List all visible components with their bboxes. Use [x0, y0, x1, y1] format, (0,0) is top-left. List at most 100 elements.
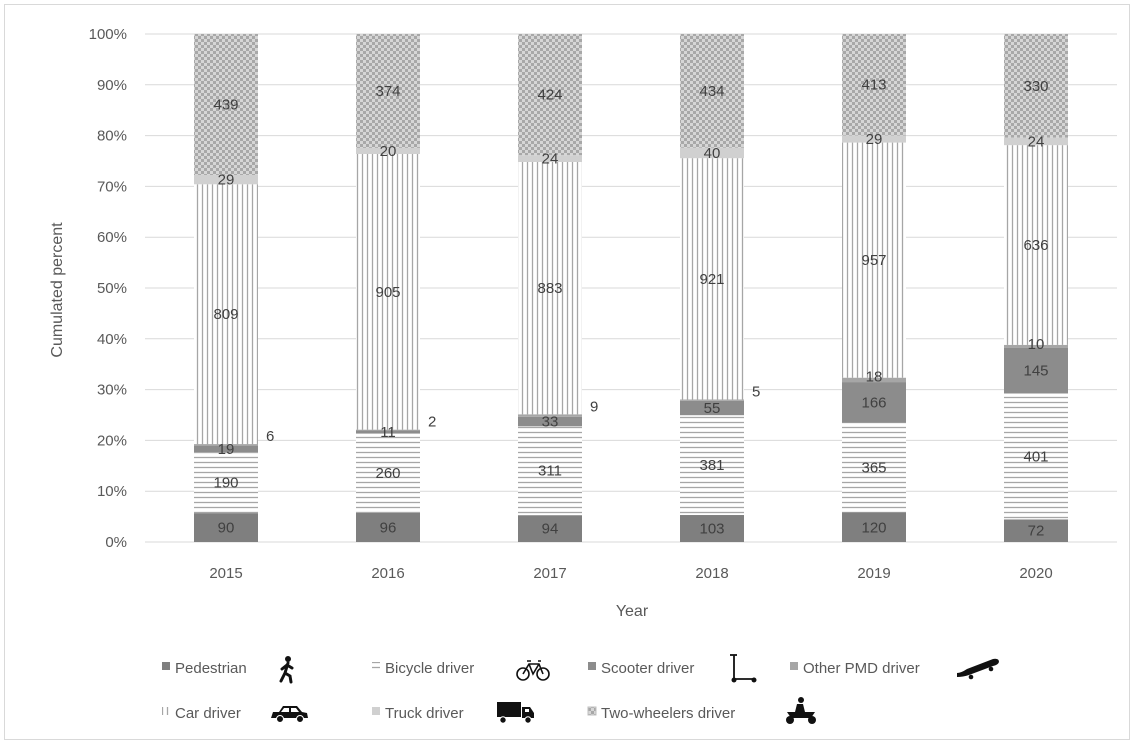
data-label: 33 [542, 414, 559, 431]
data-label: 11 [380, 424, 396, 441]
data-label: 921 [699, 271, 724, 288]
bar-segment-pedestrian [194, 513, 258, 542]
bars [194, 34, 1068, 542]
bar-segment-truck-driver [842, 135, 906, 143]
data-label: 29 [218, 172, 235, 189]
y-axis-ticks: 0% 10% 20% 30% 40% 50% 60% 70% 80% 90% 100% [89, 26, 127, 551]
data-label: 20 [380, 143, 397, 160]
data-label: 636 [1023, 237, 1048, 254]
data-label: 311 [538, 463, 562, 480]
y-tick-label: 40% [97, 331, 127, 348]
legend-swatch [790, 662, 798, 670]
x-tick-label: 2016 [371, 565, 404, 582]
bar-segment-two-wheelers-driver [518, 34, 582, 156]
y-tick-label: 100% [89, 26, 127, 43]
bar-segment-two-wheelers-driver [194, 34, 258, 175]
data-label: 24 [542, 151, 559, 168]
legend-label: Car driver [175, 705, 241, 722]
x-tick-label: 2015 [209, 565, 242, 582]
bar-segment-truck-driver [194, 174, 258, 185]
data-label: 401 [1023, 448, 1048, 465]
bicycle-icon [516, 660, 550, 681]
data-label: 2 [428, 414, 436, 431]
bar-segment-truck-driver [518, 155, 582, 162]
data-label: 809 [213, 306, 238, 323]
y-tick-label: 80% [97, 128, 127, 145]
bar-segment-car-driver [842, 142, 906, 378]
bar-segment-two-wheelers-driver [1004, 34, 1068, 138]
y-axis-title: Cumulated percent [49, 222, 66, 358]
data-label: 190 [213, 475, 238, 492]
bar-segment-pedestrian [680, 515, 744, 542]
data-label: 374 [375, 83, 400, 100]
bar-segment-other-pmd-driver [518, 414, 582, 417]
data-label: 381 [699, 457, 724, 474]
x-tick-label: 2019 [857, 565, 890, 582]
bar-segment-pedestrian [842, 512, 906, 542]
bar-segment-truck-driver [680, 147, 744, 159]
legend-label: Bicycle driver [385, 660, 474, 677]
bar-segment-car-driver [680, 158, 744, 400]
bar-segment-two-wheelers-driver [680, 34, 744, 148]
bar-segment-pedestrian [518, 515, 582, 542]
data-label: 19 [218, 441, 235, 458]
data-label: 90 [218, 520, 235, 537]
chart-frame [4, 4, 1130, 740]
bar-segment-truck-driver [356, 147, 420, 154]
skateboard-icon [957, 658, 999, 680]
data-labels: 90 190 19 6 809 29 439 96 260 11 2 905 20 374 94 311 33 9… [213, 77, 1048, 540]
x-tick-label: 2020 [1019, 565, 1052, 582]
y-tick-label: 90% [97, 77, 127, 94]
legend-swatch [162, 707, 170, 715]
legend-swatch [162, 662, 170, 670]
bar-segment-bicycle-driver [1004, 393, 1068, 520]
data-label: 957 [861, 252, 886, 269]
bar-segment-bicycle-driver [842, 422, 906, 513]
bar-segment-car-driver [1004, 145, 1068, 345]
legend-item-other-pmd-driver: Other PMD driver [790, 658, 999, 680]
kick-scooter-icon [730, 654, 757, 683]
data-label: 96 [380, 519, 397, 536]
data-label: 29 [866, 131, 883, 148]
x-tick-label: 2017 [533, 565, 566, 582]
x-axis-ticks: 2015 2016 2017 2018 2019 2020 [209, 565, 1052, 582]
bar-segment-other-pmd-driver [680, 399, 744, 401]
data-label: 72 [1028, 523, 1045, 540]
y-tick-label: 20% [97, 432, 127, 449]
data-label: 439 [213, 96, 238, 113]
y-tick-label: 60% [97, 229, 127, 246]
legend-swatch [372, 707, 380, 715]
bar-segment-other-pmd-driver [194, 444, 258, 446]
car-icon [271, 706, 308, 723]
y-tick-label: 30% [97, 382, 127, 399]
legend-label: Scooter driver [601, 660, 694, 677]
data-label: 10 [1028, 336, 1045, 353]
bar-segment-other-pmd-driver [1004, 344, 1068, 348]
data-label: 18 [866, 369, 883, 386]
data-label: 94 [542, 521, 559, 538]
legend-item-two-wheelers-driver: Two-wheelers driver [587, 697, 816, 724]
bar-segment-two-wheelers-driver [356, 34, 420, 148]
y-tick-label: 0% [105, 534, 127, 551]
truck-icon [497, 702, 534, 724]
legend-item-bicycle-driver: Bicycle driver [372, 660, 550, 681]
bar-segment-scooter-driver [842, 382, 906, 423]
data-label: 905 [375, 284, 400, 301]
y-tick-label: 50% [97, 280, 127, 297]
legend-swatch [587, 706, 597, 716]
data-label: 103 [699, 521, 724, 538]
y-tick-label: 70% [97, 178, 127, 195]
bar-segment-scooter-driver [194, 445, 258, 453]
legend: Pedestrian Bicycle driver Scooter driver Ot… [162, 654, 999, 724]
data-label: 120 [861, 519, 886, 536]
legend-label: Truck driver [385, 705, 464, 722]
data-label: 6 [266, 428, 274, 445]
bar-segment-car-driver [518, 162, 582, 415]
data-label: 330 [1023, 78, 1048, 95]
legend-item-truck-driver: Truck driver [372, 702, 534, 724]
data-label: 413 [861, 77, 886, 94]
data-label: 24 [1028, 133, 1045, 150]
y-tick-label: 10% [97, 483, 127, 500]
bar-segment-two-wheelers-driver [842, 34, 906, 136]
